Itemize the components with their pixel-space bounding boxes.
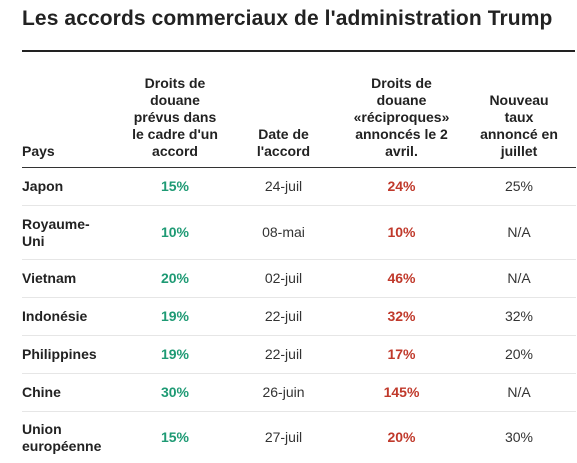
cell-country: Chine <box>22 374 124 412</box>
cell-agreement-date: 24-juil <box>226 168 341 206</box>
cell-country: Royaume-Uni <box>22 206 124 260</box>
cell-reciprocal-rate: 10% <box>341 206 462 260</box>
header-reciprocal-rate: Droits de douane «réciproques» annoncés … <box>341 53 462 168</box>
header-country: Pays <box>22 53 124 168</box>
cell-reciprocal-rate: 17% <box>341 336 462 374</box>
cell-reciprocal-rate: 46% <box>341 260 462 298</box>
cell-agreed-rate: 19% <box>124 298 226 336</box>
cell-july-rate: N/A <box>462 260 576 298</box>
cell-reciprocal-rate: 24% <box>341 168 462 206</box>
country-label: Chine <box>22 384 96 401</box>
cell-agreed-rate: 10% <box>124 206 226 260</box>
title-divider <box>22 50 575 52</box>
cell-agreement-date: 22-juil <box>226 336 341 374</box>
country-label: Indonésie <box>22 308 96 325</box>
cell-agreement-date: 22-juil <box>226 298 341 336</box>
cell-july-rate: 32% <box>462 298 576 336</box>
trade-agreements-table: Pays Droits de douane prévus dans le cad… <box>22 53 576 463</box>
cell-agreement-date: 08-mai <box>226 206 341 260</box>
cell-country: Vietnam <box>22 260 124 298</box>
header-july-rate-label: Nouveau taux annoncé en juillet <box>479 92 559 160</box>
cell-agreement-date: 02-juil <box>226 260 341 298</box>
cell-country: Japon <box>22 168 124 206</box>
cell-agreed-rate: 15% <box>124 168 226 206</box>
cell-agreed-rate: 30% <box>124 374 226 412</box>
cell-reciprocal-rate: 145% <box>341 374 462 412</box>
header-reciprocal-rate-label: Droits de douane «réciproques» annoncés … <box>352 75 452 160</box>
cell-agreed-rate: 20% <box>124 260 226 298</box>
cell-july-rate: 30% <box>462 412 576 463</box>
header-agreed-rate-label: Droits de douane prévus dans le cadre d'… <box>131 75 219 160</box>
cell-july-rate: 20% <box>462 336 576 374</box>
cell-country: Indonésie <box>22 298 124 336</box>
header-agreement-date: Date de l'accord <box>226 53 341 168</box>
header-agreed-rate: Droits de douane prévus dans le cadre d'… <box>124 53 226 168</box>
cell-reciprocal-rate: 32% <box>341 298 462 336</box>
country-label: Royaume-Uni <box>22 216 96 250</box>
cell-country: Union européenne <box>22 412 124 463</box>
cell-agreed-rate: 19% <box>124 336 226 374</box>
country-label: Philippines <box>22 346 96 363</box>
cell-country: Philippines <box>22 336 124 374</box>
cell-july-rate: 25% <box>462 168 576 206</box>
cell-agreement-date: 26-juin <box>226 374 341 412</box>
header-july-rate: Nouveau taux annoncé en juillet <box>462 53 576 168</box>
country-label: Union européenne <box>22 421 96 455</box>
cell-july-rate: N/A <box>462 206 576 260</box>
page-title: Les accords commerciaux de l'administrat… <box>22 7 552 31</box>
country-label: Vietnam <box>22 270 96 287</box>
cell-agreed-rate: 15% <box>124 412 226 463</box>
cell-reciprocal-rate: 20% <box>341 412 462 463</box>
cell-july-rate: N/A <box>462 374 576 412</box>
country-label: Japon <box>22 178 96 195</box>
table-header-row: Pays Droits de douane prévus dans le cad… <box>22 53 576 168</box>
cell-agreement-date: 27-juil <box>226 412 341 463</box>
header-agreement-date-label: Date de l'accord <box>254 126 314 160</box>
